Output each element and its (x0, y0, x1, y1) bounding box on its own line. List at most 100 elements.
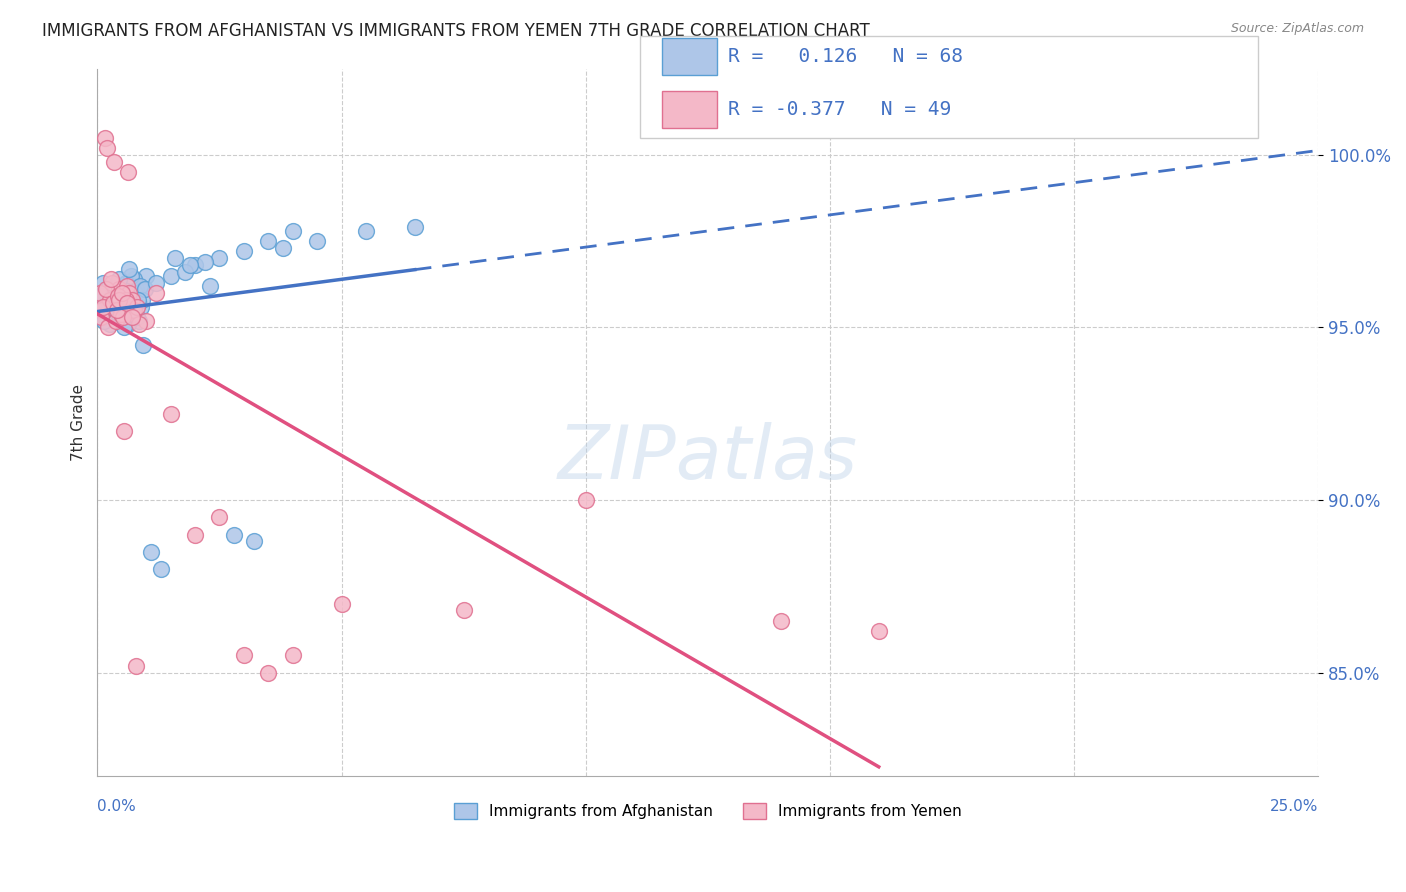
Point (112, 424, 135, 438)
Point (104, 313, 127, 327)
Point (100, 272, 122, 286)
Point (94, 296, 117, 310)
Point (115, 276, 138, 290)
Point (124, 285, 146, 300)
Point (91, 303, 114, 318)
Point (96, 141, 118, 155)
Point (770, 614, 793, 628)
Y-axis label: 7th Grade: 7th Grade (72, 384, 86, 461)
Point (132, 337, 155, 351)
Point (105, 296, 128, 310)
Point (103, 285, 125, 300)
Point (184, 527, 207, 541)
Point (104, 300, 127, 314)
Legend: Immigrants from Afghanistan, Immigrants from Yemen: Immigrants from Afghanistan, Immigrants … (447, 797, 969, 825)
Point (93, 310, 115, 324)
Point (91, 276, 114, 290)
Point (257, 665, 280, 680)
Point (91, 285, 114, 300)
Point (122, 272, 145, 286)
Point (159, 268, 181, 283)
Point (128, 317, 150, 331)
Point (121, 310, 143, 324)
Point (179, 258, 201, 272)
Point (107, 279, 129, 293)
Text: IMMIGRANTS FROM AFGHANISTAN VS IMMIGRANTS FROM YEMEN 7TH GRADE CORRELATION CHART: IMMIGRANTS FROM AFGHANISTAN VS IMMIGRANT… (42, 22, 870, 40)
Point (222, 527, 245, 541)
Point (145, 285, 167, 300)
Point (132, 282, 155, 296)
Point (108, 272, 131, 286)
Point (281, 224, 304, 238)
Point (114, 276, 136, 290)
Point (165, 252, 187, 266)
Point (139, 545, 162, 559)
Point (105, 303, 128, 318)
Point (117, 261, 139, 276)
Text: 0.0%: 0.0% (97, 798, 136, 814)
Point (194, 255, 217, 269)
Point (90, 310, 112, 324)
Point (131, 293, 153, 307)
Point (120, 268, 142, 283)
Point (128, 313, 150, 327)
Point (134, 282, 156, 296)
Text: R = -0.377   N = 49: R = -0.377 N = 49 (728, 100, 952, 120)
Point (93, 130, 115, 145)
Point (330, 597, 353, 611)
Point (868, 624, 890, 639)
Point (108, 293, 131, 307)
Point (101, 293, 124, 307)
Point (135, 268, 157, 283)
Point (114, 293, 136, 307)
Point (89, 303, 111, 318)
Point (101, 296, 124, 310)
Point (118, 285, 141, 300)
Point (122, 303, 145, 318)
Point (121, 293, 143, 307)
Point (107, 289, 129, 303)
Point (174, 265, 197, 279)
Point (103, 285, 125, 300)
Point (232, 648, 254, 663)
Point (98, 317, 121, 331)
Point (127, 310, 149, 324)
Text: 25.0%: 25.0% (1270, 798, 1319, 814)
Point (122, 307, 145, 321)
Point (145, 276, 167, 290)
Point (89, 285, 111, 300)
Point (103, 154, 125, 169)
Point (131, 300, 153, 314)
Point (118, 293, 141, 307)
Text: R =   0.126   N = 68: R = 0.126 N = 68 (728, 47, 963, 66)
Point (112, 289, 135, 303)
Point (125, 658, 148, 673)
Text: Source: ZipAtlas.com: Source: ZipAtlas.com (1230, 22, 1364, 36)
Point (111, 310, 134, 324)
Point (111, 307, 134, 321)
Point (281, 648, 304, 663)
Point (96, 303, 118, 318)
Point (354, 224, 377, 238)
Point (111, 307, 134, 321)
Point (121, 296, 143, 310)
Point (94, 282, 117, 296)
Point (307, 234, 329, 248)
Point (97, 282, 120, 296)
Point (98, 293, 121, 307)
Point (271, 241, 294, 255)
Point (115, 296, 138, 310)
Point (101, 285, 124, 300)
Point (117, 165, 139, 179)
Point (111, 285, 134, 300)
Point (110, 293, 132, 307)
Point (105, 279, 128, 293)
Point (208, 252, 231, 266)
Point (117, 317, 139, 331)
Point (242, 534, 264, 549)
Point (257, 234, 280, 248)
Point (127, 293, 149, 307)
Point (453, 603, 475, 617)
Point (100, 289, 122, 303)
Point (232, 244, 254, 259)
